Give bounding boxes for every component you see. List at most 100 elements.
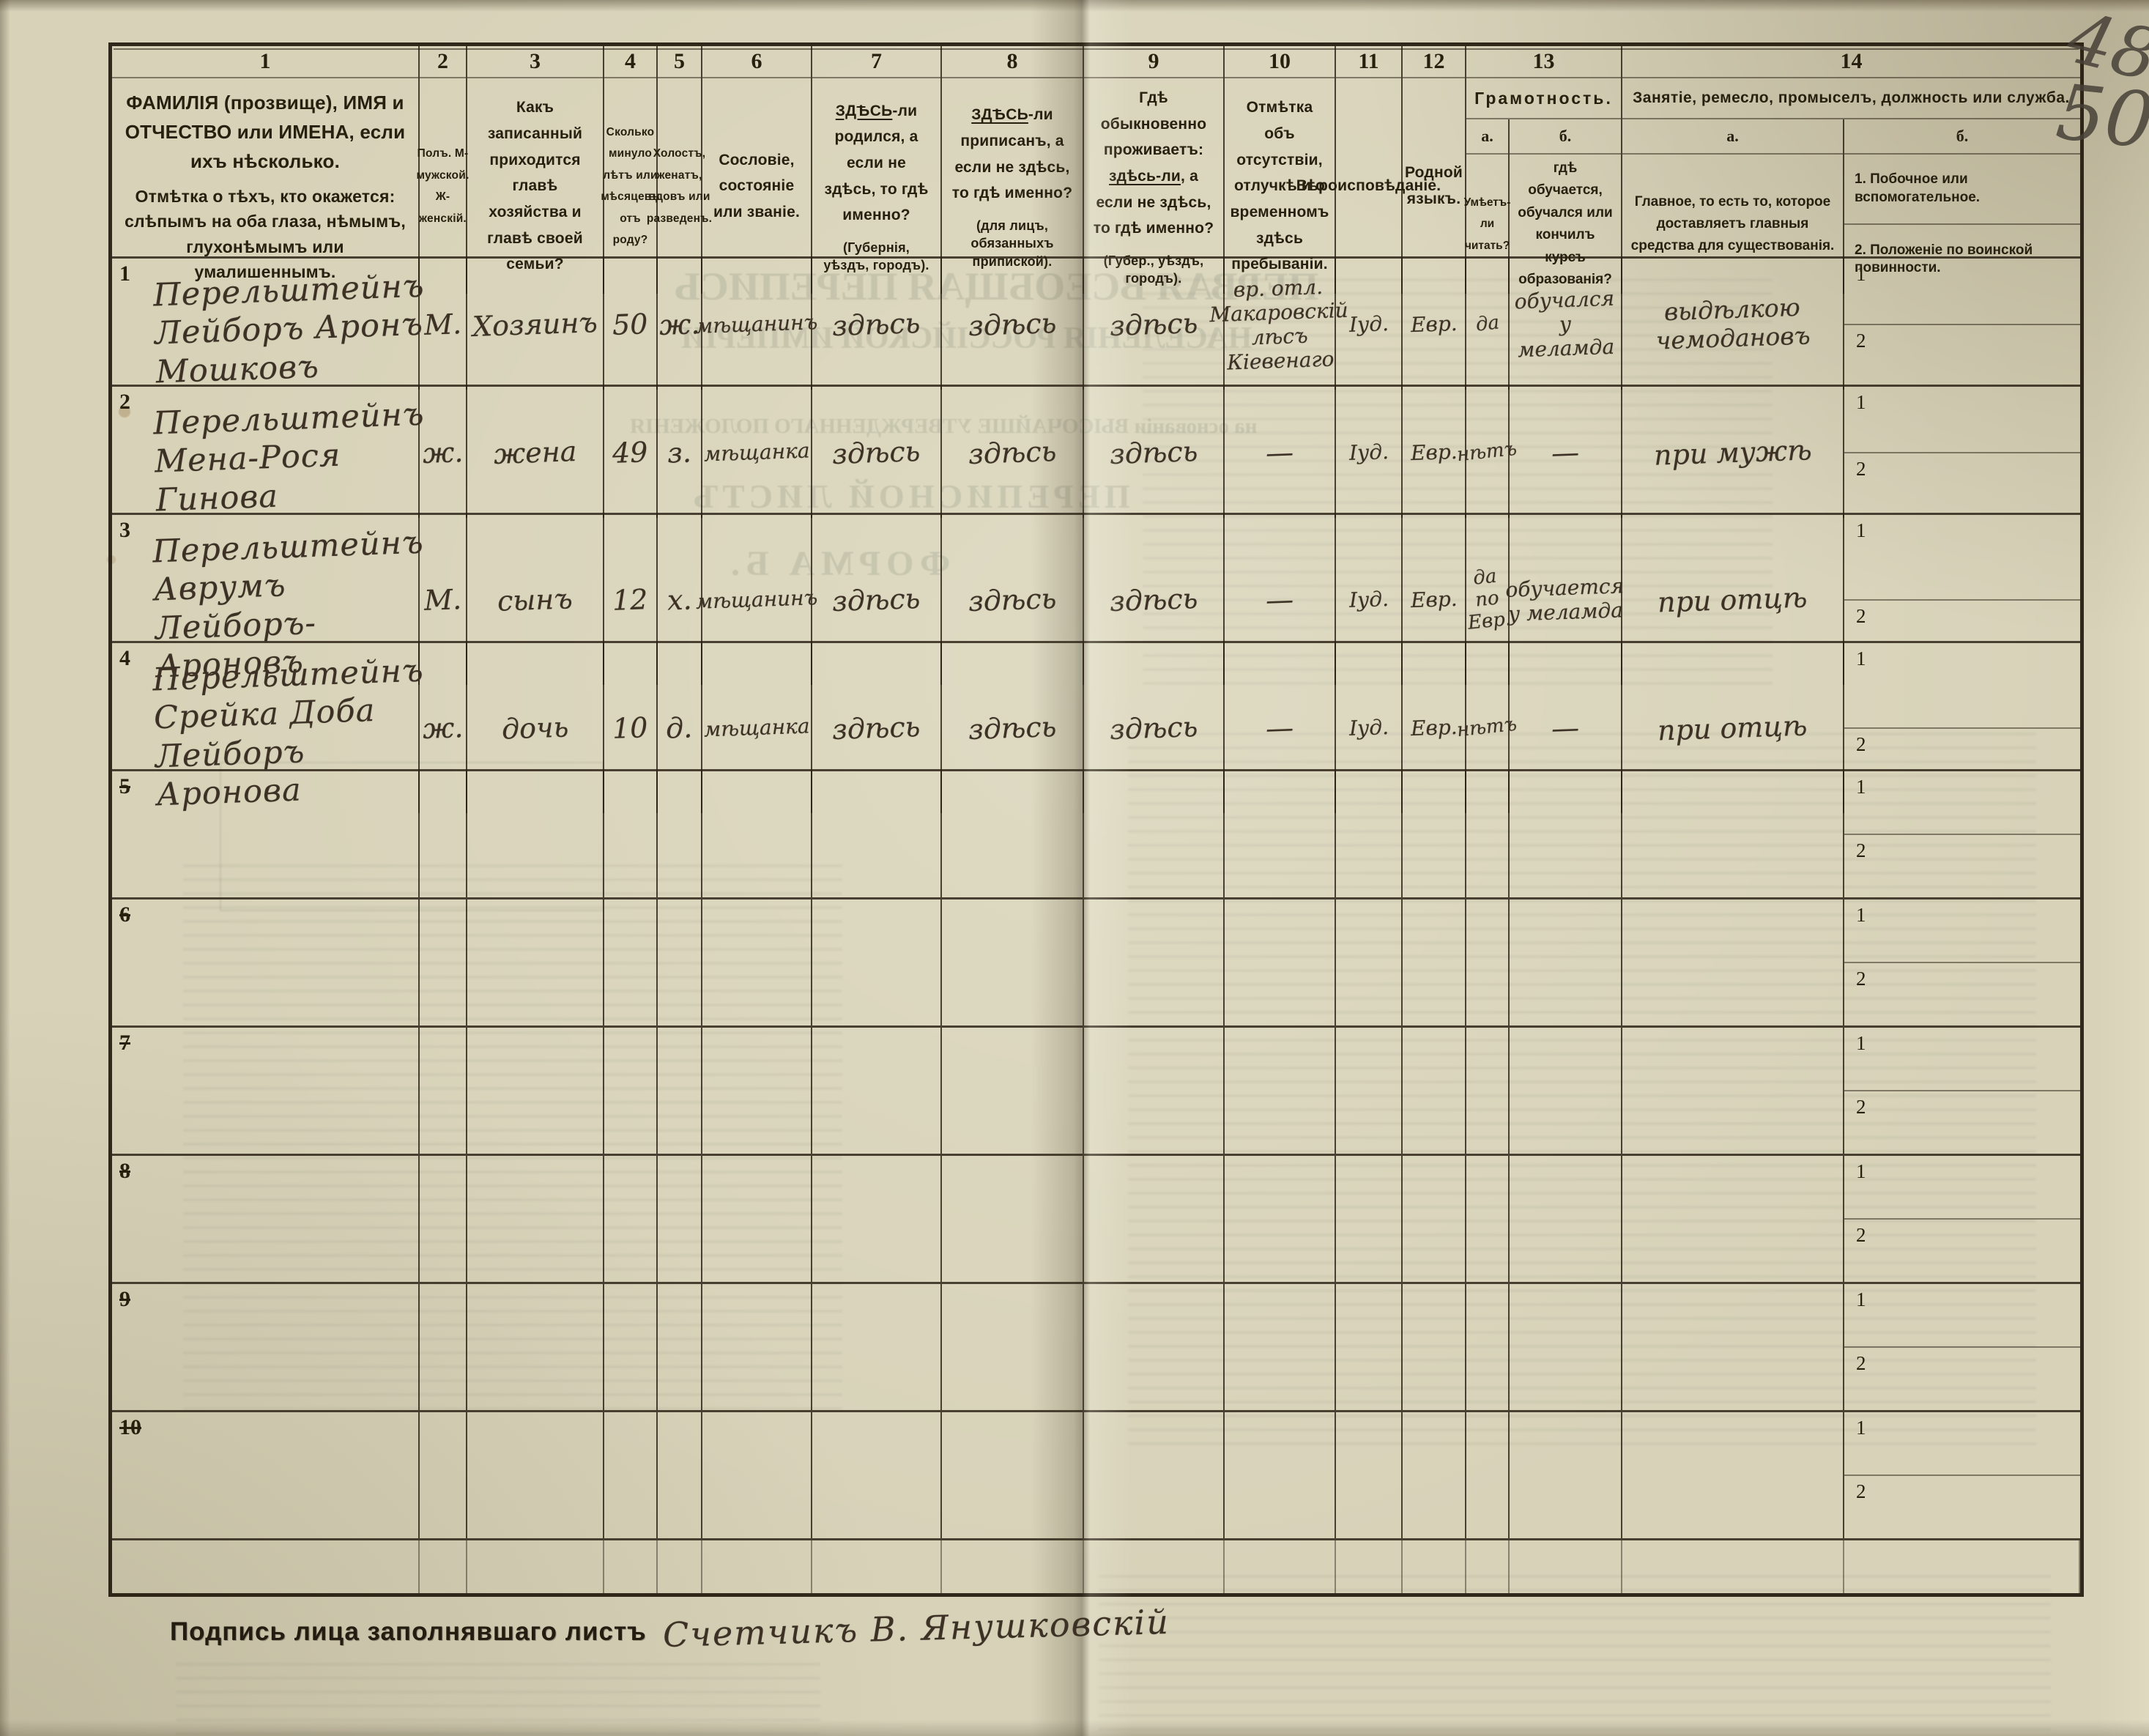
cell-absence: вр. отл. Макаровскій лѣсъ Кіевенаго — [1209, 259, 1349, 390]
ghost-text-block — [1099, 1575, 2051, 1736]
table-row: 2 Перельштейнъ Мена-Рося Гинова ж. жена 4… — [112, 387, 2080, 519]
cell-reads — [1466, 1156, 1510, 1282]
cell-registered-here: здѣсь — [942, 387, 1084, 519]
cell-marital — [658, 1028, 702, 1154]
side-slot-1: 1 — [1856, 1160, 1866, 1182]
cell-sex — [420, 899, 467, 1025]
header-text: Главное, то есть то, которое доставляетъ… — [1630, 193, 1835, 254]
row-number: 1 — [119, 261, 130, 286]
cell-resides: здѣсь — [1084, 643, 1225, 813]
tail-cell — [1510, 1540, 1622, 1593]
cell-reads: да — [1466, 259, 1510, 390]
header-col-1: 1 ФАМИЛІЯ (прозвище), ИМЯ и ОТЧЕСТВО или… — [112, 46, 420, 294]
header-col-13b: б. гдѣ обучается, обучался или кончилъ к… — [1510, 119, 1621, 294]
cell-resides — [1084, 1156, 1225, 1282]
header-text: Сословіе, состояніе или званіе. — [713, 151, 800, 221]
cell-born-here — [812, 1156, 942, 1282]
cell-occupation — [1622, 1156, 1844, 1282]
cell-born-here: здѣсь — [812, 259, 942, 390]
cell-age: 49 — [604, 387, 658, 519]
cell-relation — [467, 771, 604, 897]
cell-absence — [1225, 1028, 1336, 1154]
cell-born-here — [812, 1284, 942, 1410]
cell-side-occupation: 1 2 — [1844, 259, 2080, 390]
cell-estate: мѣщанка — [702, 387, 812, 519]
cell-religion — [1336, 771, 1403, 897]
table-row: 1 Перельштейнъ Лейборъ Аронъ Мошковъ М. Х… — [112, 259, 2080, 390]
cell-marital: д. — [658, 643, 702, 813]
side-slot-2: 2 — [1844, 962, 2080, 1025]
side-slot-2: 2 — [1844, 323, 2080, 390]
side-slot-1: 1 — [1856, 391, 1866, 413]
tail-cell — [812, 1540, 942, 1593]
header-col-14b: б. 1. Побочное или вспомогательное. 2. П… — [1844, 119, 2080, 294]
cell-language: Евр. — [1403, 515, 1466, 685]
tail-cell — [1225, 1540, 1336, 1593]
cell-sex — [420, 1284, 467, 1410]
enumerator-signature: Счетчикъ В. Янушковскій — [662, 1601, 1170, 1655]
signature-line: Подпись лица заполнявшаго листъ Счетчикъ… — [170, 1602, 1170, 1655]
sub-label: а. — [1466, 119, 1508, 155]
side-slot-1: 1 — [1856, 519, 1866, 541]
cell-education — [1510, 1028, 1622, 1154]
row-number: 8 — [119, 1159, 130, 1183]
cell-religion — [1336, 899, 1403, 1025]
side-slot-2: 2 — [1844, 1475, 2080, 1538]
header-group-title: Грамотность. — [1466, 78, 1621, 119]
cell-occupation: при отцѣ — [1622, 643, 1844, 813]
signature-label: Подпись лица заполнявшаго листъ — [170, 1617, 647, 1646]
cell-occupation — [1622, 1284, 1844, 1410]
cell-reads — [1466, 899, 1510, 1025]
column-number: 14 — [1622, 46, 2080, 78]
cell-reads: да по Евр. — [1466, 515, 1512, 685]
header-text: ЗДѢСЬ-ли родился, а если не здѣсь, то гд… — [824, 102, 929, 224]
cell-language — [1403, 1284, 1466, 1410]
cell-language — [1403, 1412, 1466, 1538]
cell-language — [1403, 1028, 1466, 1154]
header-note: (для лицъ, обязанныхъ припиской). — [970, 218, 1054, 269]
cell-sex — [420, 771, 467, 897]
cell-name: 10 — [112, 1412, 420, 1538]
cell-registered-here — [942, 1284, 1084, 1410]
cell-born-here: здѣсь — [812, 643, 942, 813]
corner-note-folio: 50 — [2052, 67, 2149, 166]
cell-occupation: при отцѣ — [1622, 515, 1844, 685]
tail-cell — [1466, 1540, 1510, 1593]
column-number: 3 — [467, 46, 603, 78]
table-header: 1 ФАМИЛІЯ (прозвище), ИМЯ и ОТЧЕСТВО или… — [112, 46, 2080, 294]
cell-registered-here: здѣсь — [942, 515, 1084, 685]
cell-born-here — [812, 899, 942, 1025]
cell-born-here: здѣсь — [812, 515, 942, 685]
column-number: 1 — [112, 46, 418, 78]
cell-name: 2 Перельштейнъ Мена-Рося Гинова — [112, 387, 425, 519]
ghost-text-block — [1128, 732, 2036, 1450]
header-col-7: 7 ЗДѢСЬ-ли родился, а если не здѣсь, то … — [812, 46, 942, 294]
header-text: Холостъ, женатъ, вдовъ или разведенъ. — [646, 147, 713, 225]
cell-registered-here — [942, 1028, 1084, 1154]
cell-occupation — [1622, 1412, 1844, 1538]
header-col-2: 2 Полъ. М-мужской. Ж-женскій. — [417, 46, 469, 294]
cell-born-here: здѣсь — [812, 387, 942, 519]
cell-reads: нѣтъ — [1456, 643, 1518, 813]
row-number: 4 — [119, 646, 130, 670]
cell-age — [604, 899, 658, 1025]
cell-age: 10 — [604, 643, 658, 813]
cell-relation: дочь — [467, 643, 604, 813]
census-table: 1 ФАМИЛІЯ (прозвище), ИМЯ и ОТЧЕСТВО или… — [108, 42, 2084, 1597]
cell-side-occupation: 1 2 — [1844, 643, 2080, 813]
cell-language — [1403, 771, 1466, 897]
cell-relation: жена — [467, 387, 604, 519]
cell-absence: — — [1225, 515, 1336, 685]
table-row: 4 Перельштейнъ Срейка Доба Лейборъ Аронов… — [112, 643, 2080, 814]
cell-absence: — — [1225, 387, 1336, 519]
cell-marital — [658, 1284, 702, 1410]
cell-language — [1403, 1156, 1466, 1282]
cell-estate — [702, 771, 812, 897]
cell-side-occupation: 1 2 — [1844, 387, 2080, 518]
table-tail — [112, 1540, 2080, 1593]
column-number: 6 — [702, 46, 811, 78]
cell-side-occupation: 1 2 — [1844, 515, 2080, 685]
cell-marital: з. — [658, 387, 702, 519]
